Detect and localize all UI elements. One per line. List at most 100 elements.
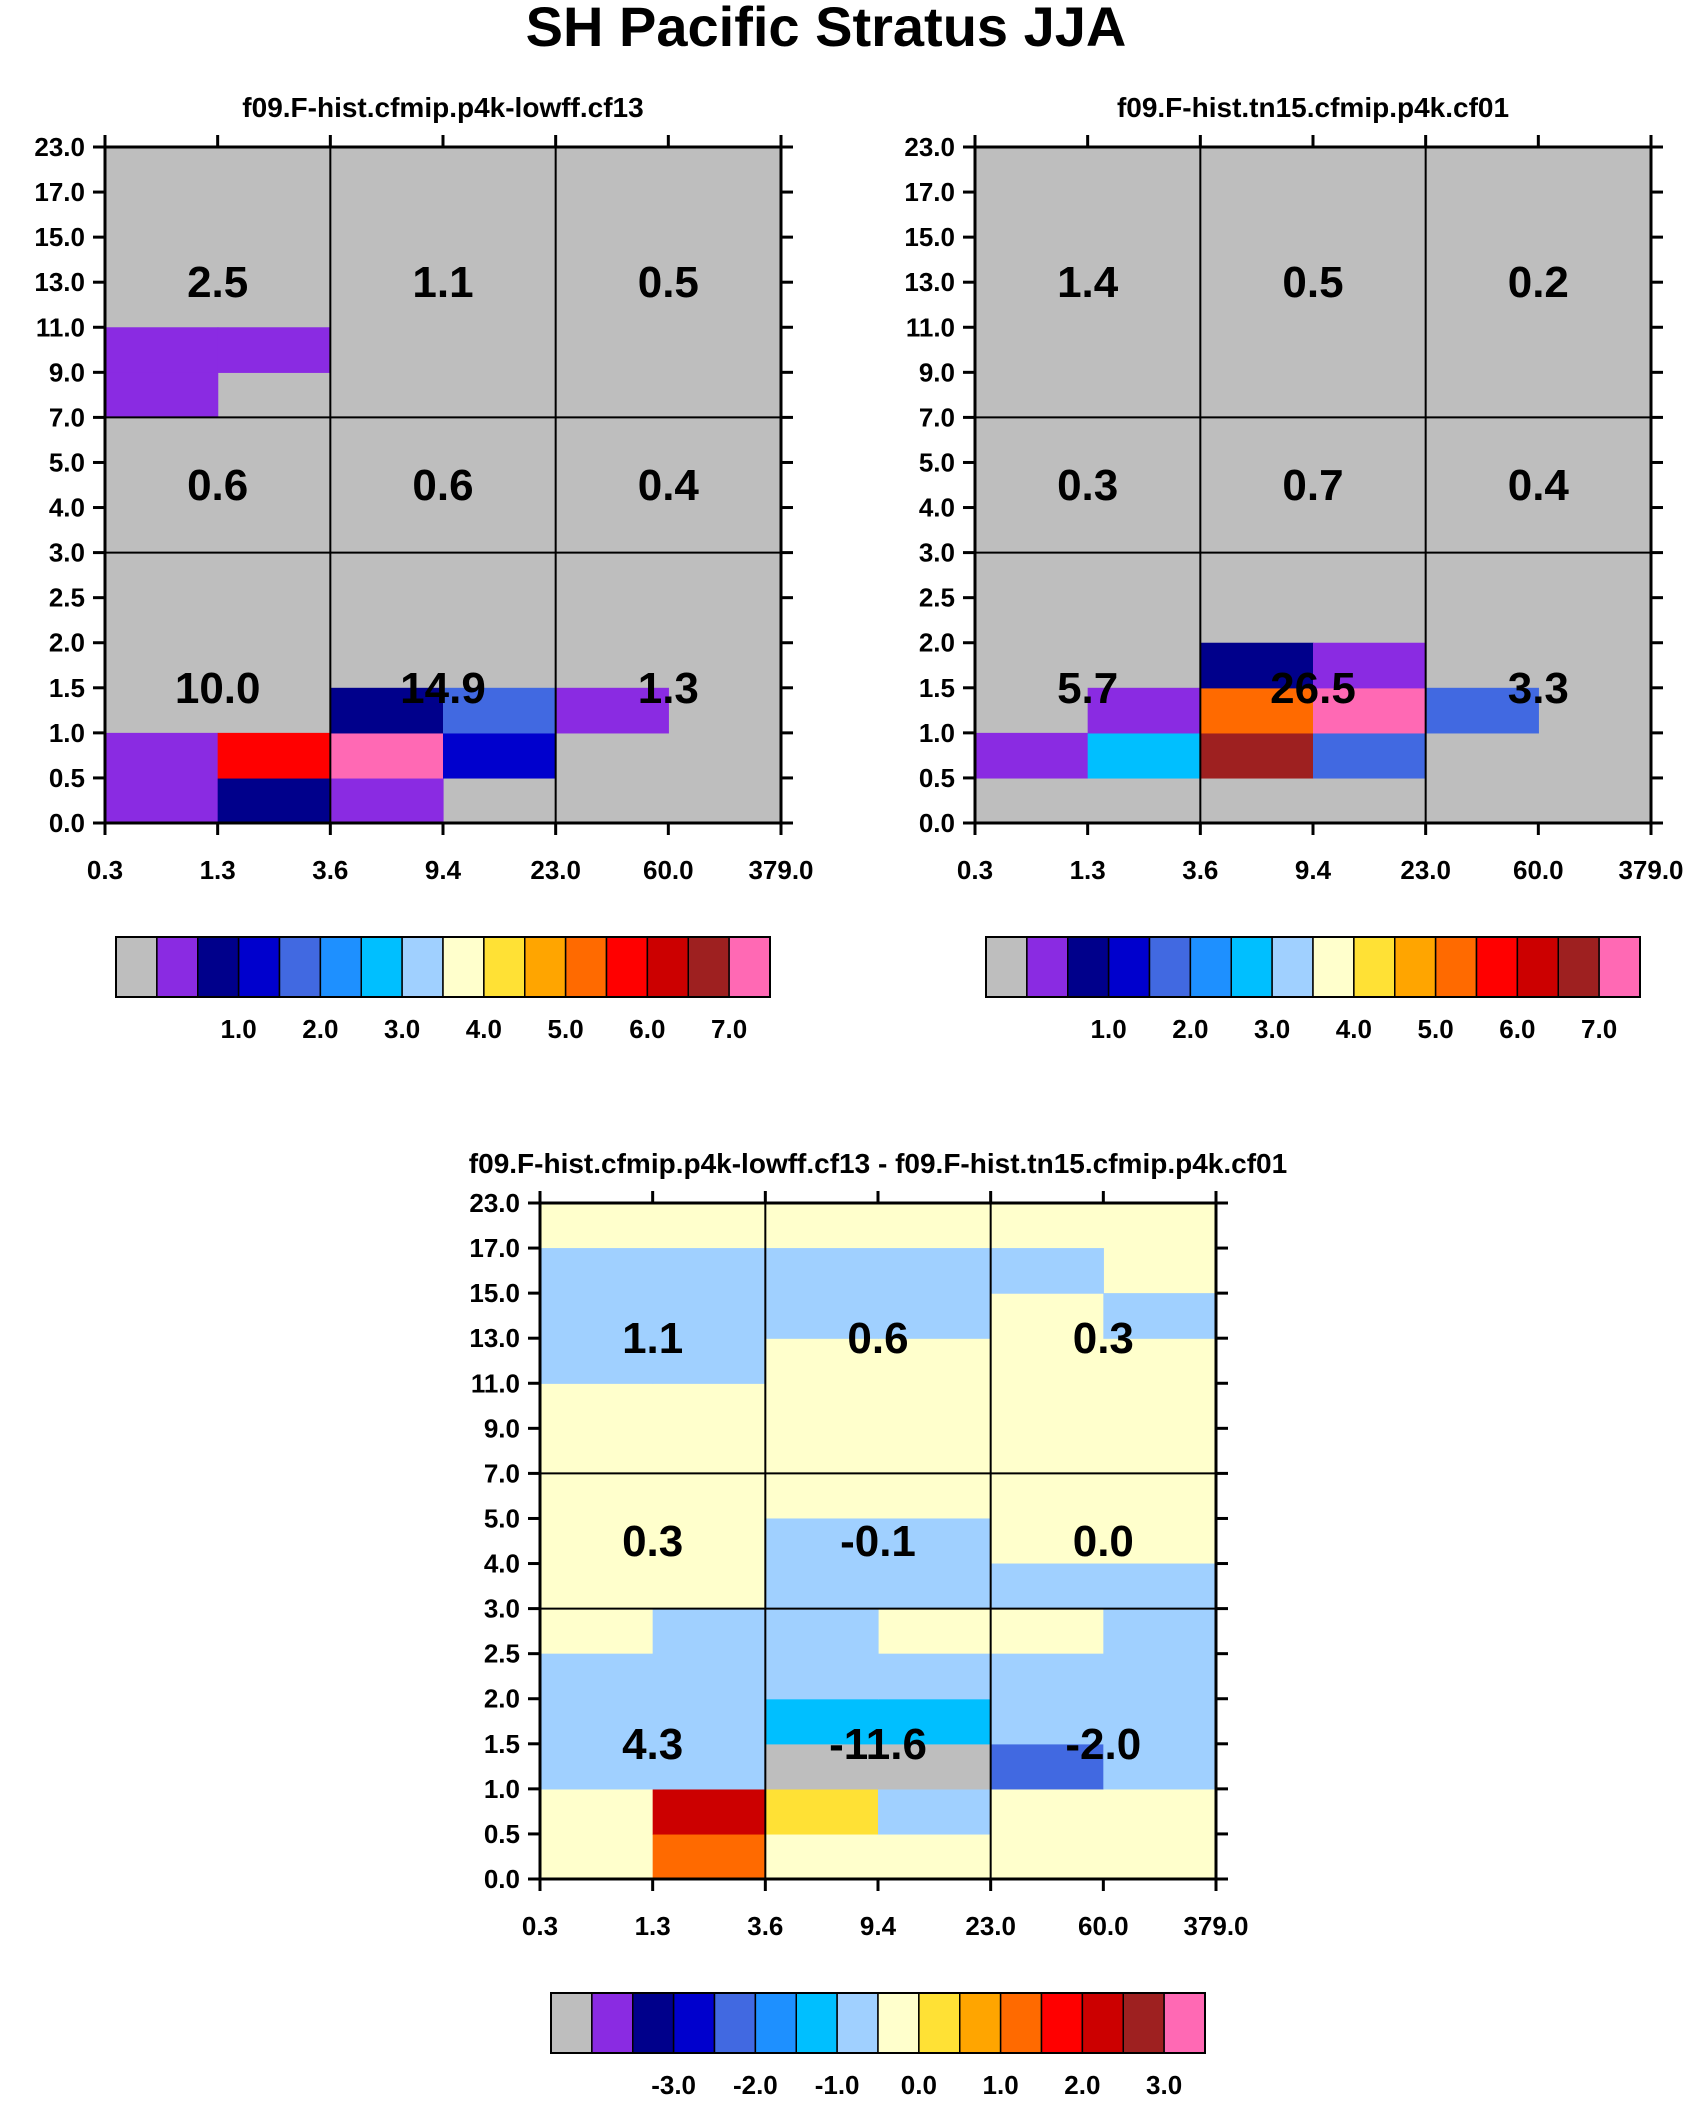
heatmap-cell <box>540 1338 654 1384</box>
y-tick-label: 9.0 <box>919 357 955 387</box>
heatmap-cell <box>1103 1563 1217 1610</box>
x-tick-label: 379.0 <box>1183 1911 1248 1941</box>
colorbar-label: 1.0 <box>1091 1014 1127 1044</box>
colorbar-swatch <box>1312 936 1355 998</box>
colorbar-swatch <box>672 1992 716 2054</box>
colorbar-swatch <box>237 936 281 998</box>
heatmap-cell <box>652 1743 766 1790</box>
x-tick-label: 1.3 <box>200 855 236 885</box>
heatmap-cell <box>878 1518 992 1565</box>
colorbar-swatch <box>836 1992 879 2054</box>
y-tick-label: 9.0 <box>484 1413 520 1443</box>
heatmap-cell <box>217 327 331 373</box>
colorbar-swatch <box>550 1992 593 2054</box>
colorbar-swatch <box>646 936 689 998</box>
block-value-label: 10.0 <box>175 664 261 713</box>
x-tick-label: 3.6 <box>312 855 348 885</box>
x-tick-label: 60.0 <box>1513 855 1564 885</box>
colorbar-frame <box>985 936 1641 998</box>
colorbar-label: 6.0 <box>629 1014 665 1044</box>
y-tick-label: 3.0 <box>919 538 955 568</box>
panel-3: f09.F-hist.cfmip.p4k-lowff.cf13 - f09.F-… <box>469 1148 1287 2100</box>
block-value-label: 4.3 <box>622 1720 683 1769</box>
y-tick-label: 7.0 <box>484 1458 520 1488</box>
heatmap-cell <box>330 732 444 779</box>
block-value-label: 5.7 <box>1057 664 1118 713</box>
colorbar-swatch <box>591 1992 634 2054</box>
colorbar-swatch <box>1067 936 1110 998</box>
block-value-label: -0.1 <box>840 1517 916 1566</box>
y-tick-label: 1.0 <box>484 1774 520 1804</box>
colorbar-swatch <box>959 1992 1002 2054</box>
block-value-label: 0.5 <box>1282 258 1343 307</box>
colorbar-label: 3.0 <box>1254 1014 1290 1044</box>
colorbar-swatch <box>918 1992 961 2054</box>
heatmap-cell <box>330 777 444 824</box>
block-value-label: 1.4 <box>1057 258 1119 307</box>
block-value-label: 0.7 <box>1282 461 1343 510</box>
heatmap-cell <box>652 1833 766 1880</box>
block-value-label: 0.3 <box>1057 461 1118 510</box>
heatmap-cell <box>1103 1293 1217 1339</box>
block-value-label: -11.6 <box>829 1720 927 1769</box>
y-tick-label: 2.5 <box>484 1639 520 1669</box>
heatmap-cell <box>217 732 331 779</box>
heatmap-cell <box>990 1743 1104 1790</box>
colorbar-swatch <box>401 936 444 998</box>
heatmap-cell <box>878 1293 992 1339</box>
y-tick-label: 1.5 <box>484 1729 520 1759</box>
block-value-label: 0.6 <box>187 461 248 510</box>
heatmap-cell <box>1103 1608 1217 1655</box>
panel-title: f09.F-hist.tn15.cfmip.p4k.cf01 <box>1117 92 1509 123</box>
heatmap-cell <box>652 1698 766 1745</box>
colorbar-swatch <box>115 936 158 998</box>
heatmap-cell <box>765 1608 879 1655</box>
heatmap-cell <box>652 1293 766 1339</box>
colorbar-swatch <box>754 1992 797 2054</box>
colorbar-swatch <box>1107 936 1151 998</box>
y-tick-label: 3.0 <box>49 538 85 568</box>
block-value-label: 0.3 <box>1073 1314 1134 1363</box>
heatmap-cell <box>652 1788 766 1835</box>
heatmap-cell <box>878 1743 992 1790</box>
heatmap-cell <box>540 1293 654 1339</box>
heatmap-cell <box>1200 642 1314 689</box>
heatmap-cell <box>1103 1743 1217 1790</box>
y-tick-label: 17.0 <box>34 177 85 207</box>
x-tick-label: 379.0 <box>748 855 813 885</box>
colorbar-swatch <box>1516 936 1559 998</box>
heatmap-cell <box>1103 1653 1217 1700</box>
y-tick-label: 4.0 <box>49 493 85 523</box>
colorbar-swatch <box>877 1992 920 2054</box>
y-tick-label: 5.0 <box>49 447 85 477</box>
colorbar-swatch <box>1026 936 1069 998</box>
colorbar-label: 3.0 <box>1146 2070 1182 2100</box>
x-tick-label: 3.6 <box>747 1911 783 1941</box>
colorbar-label: 2.0 <box>302 1014 338 1044</box>
y-tick-label: 2.0 <box>919 628 955 658</box>
y-tick-label: 1.5 <box>49 673 85 703</box>
heatmap-cell <box>105 777 219 824</box>
heatmap-cell <box>443 732 557 779</box>
colorbar-swatch <box>1122 1992 1165 2054</box>
heatmap-cell <box>330 687 444 734</box>
y-tick-label: 11.0 <box>906 312 955 342</box>
heatmap-cell <box>540 1653 654 1700</box>
heatmap-cell <box>652 1338 766 1384</box>
y-tick-label: 0.0 <box>484 1864 520 1894</box>
x-tick-label: 9.4 <box>425 855 462 885</box>
y-tick-label: 13.0 <box>904 267 955 297</box>
colorbar-swatch <box>319 936 362 998</box>
y-tick-label: 11.0 <box>36 312 85 342</box>
heatmap-cell <box>443 687 557 734</box>
colorbar-swatch <box>1148 936 1192 998</box>
heatmap-cell <box>652 1248 766 1294</box>
colorbar-swatch <box>1271 936 1314 998</box>
colorbar-label: 7.0 <box>1581 1014 1617 1044</box>
y-tick-label: 7.0 <box>919 402 955 432</box>
x-tick-label: 23.0 <box>965 1911 1016 1941</box>
y-tick-label: 9.0 <box>49 357 85 387</box>
panel-1: f09.F-hist.cfmip.p4k-lowff.cf13 0.0 0.5 1.0… <box>34 92 813 1044</box>
y-tick-label: 23.0 <box>469 1188 520 1218</box>
